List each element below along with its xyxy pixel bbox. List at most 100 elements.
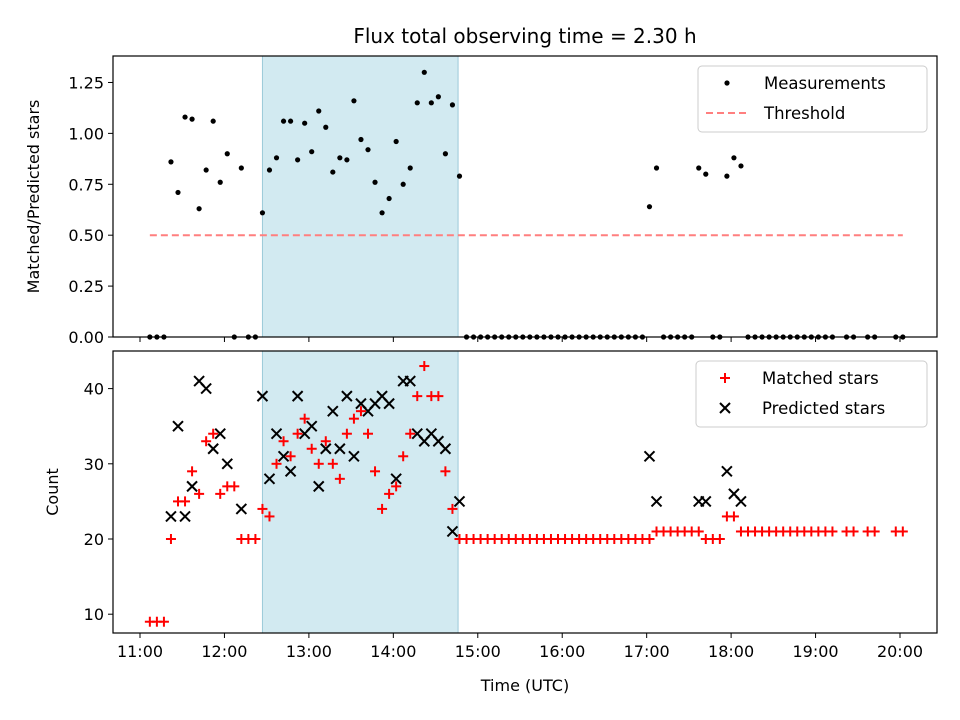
- predicted-star-point: [341, 390, 353, 402]
- measurement-point: [724, 173, 730, 179]
- measurement-point: [224, 151, 230, 157]
- predicted-star-point: [390, 473, 402, 485]
- matched-star-point: [728, 511, 739, 522]
- measurement-point: [280, 118, 287, 124]
- legend-label: Measurements: [764, 74, 886, 93]
- measurement-point: [653, 165, 660, 171]
- matched-star-point: [180, 496, 191, 507]
- measurement-point: [295, 157, 301, 163]
- x-tick-label: 17:00: [624, 642, 670, 661]
- measurement-point: [238, 165, 244, 171]
- legend-label: Predicted stars: [762, 399, 885, 418]
- measurement-point: [168, 159, 174, 165]
- matched-star-point: [158, 616, 169, 627]
- y-tick-label: 0.25: [68, 277, 104, 296]
- measurement-point: [731, 155, 737, 161]
- matched-star-point: [391, 481, 402, 492]
- matched-star-point: [440, 466, 451, 477]
- measurement-point: [386, 195, 392, 202]
- bottom-y-axis-label: Count: [43, 468, 62, 516]
- measurement-point: [309, 149, 315, 155]
- predicted-star-point: [320, 443, 332, 455]
- bottom-highlight-span: [261, 350, 459, 634]
- matched-star-point: [264, 511, 275, 522]
- predicted-star-point: [721, 465, 733, 478]
- matched-star-point: [355, 406, 366, 417]
- measurement-point: [217, 179, 223, 185]
- measurement-point: [189, 116, 195, 122]
- matched-star-point: [693, 526, 704, 537]
- x-tick-label: 11:00: [117, 642, 163, 661]
- top-y-ticks: 0.00 0.25 0.50 0.75 1.00 1.25: [68, 73, 113, 347]
- matched-star-point: [869, 526, 880, 537]
- predicted-star-point: [383, 397, 395, 410]
- predicted-star-point: [650, 495, 663, 508]
- y-tick-label: 1.00: [68, 124, 104, 143]
- x-tick-label: 15:00: [455, 642, 501, 661]
- measurement-point: [696, 165, 702, 171]
- x-tick-label: 19:00: [793, 642, 839, 661]
- matched-star-point: [165, 534, 176, 544]
- x-tick-label: 16:00: [539, 642, 585, 661]
- bottom-series-layer: [144, 361, 908, 627]
- matched-star-point: [194, 488, 205, 499]
- predicted-star-point: [439, 443, 452, 455]
- measurement-point: [407, 165, 413, 171]
- top-chart-title: Flux total observing time = 2.30 h: [353, 24, 696, 48]
- measurement-point: [442, 151, 449, 157]
- measurement-point: [358, 136, 364, 143]
- x-tick-label: 13:00: [286, 642, 332, 661]
- y-tick-label: 20: [84, 530, 104, 549]
- matched-star-point: [229, 481, 240, 492]
- matched-star-point: [398, 451, 409, 462]
- matched-star-point: [271, 458, 282, 469]
- measurement-point: [400, 181, 406, 187]
- measurement-point: [738, 163, 744, 169]
- measurement-point: [323, 124, 329, 130]
- predicted-star-point: [172, 420, 184, 432]
- matched-star-point: [827, 526, 838, 537]
- dot-legend-marker: [724, 80, 730, 86]
- matched-star-point: [327, 458, 338, 469]
- matched-star-point: [208, 428, 219, 439]
- matched-star-point: [306, 443, 317, 454]
- predicted-star-point: [735, 495, 747, 508]
- predicted-star-point: [327, 405, 339, 417]
- top-x-ticks: [139, 337, 901, 342]
- matched-star-point: [285, 451, 296, 462]
- bottom-x-axis-label: Time (UTC): [480, 676, 569, 695]
- matched-star-point: [313, 458, 324, 469]
- measurement-point: [316, 108, 322, 114]
- predicted-star-point: [256, 390, 269, 402]
- measurement-point: [365, 147, 371, 153]
- matched-star-point: [201, 436, 212, 447]
- matched-star-point: [334, 473, 345, 484]
- measurement-point: [273, 155, 280, 161]
- top-y-axis-label: Matched/Predicted stars: [24, 100, 43, 294]
- predicted-star-point: [179, 510, 191, 523]
- predicted-star-point: [348, 450, 360, 462]
- top-axes-frame: [112, 55, 938, 338]
- y-tick-label: 1.25: [68, 73, 104, 92]
- matched-star-point: [419, 361, 430, 372]
- matched-star-point: [348, 413, 359, 424]
- matched-star-point: [714, 534, 725, 544]
- x-tick-label: 20:00: [877, 642, 923, 661]
- y-tick-label: 0.50: [68, 226, 104, 245]
- measurement-point: [379, 210, 385, 216]
- x-tick-label: 18:00: [708, 642, 754, 661]
- measurement-point: [456, 173, 463, 179]
- measurement-point: [196, 206, 202, 212]
- predicted-star-point: [263, 473, 276, 485]
- predicted-star-point: [207, 443, 219, 455]
- predicted-star-point: [186, 480, 198, 493]
- predicted-star-point: [235, 503, 248, 515]
- matched-star-point: [897, 526, 908, 537]
- matched-star-point: [292, 428, 303, 439]
- predicted-star-point: [334, 443, 346, 455]
- predicted-star-point: [214, 428, 226, 440]
- plus-legend-marker: [720, 373, 730, 383]
- matched-star-point: [250, 534, 261, 544]
- measurement-point: [203, 167, 209, 173]
